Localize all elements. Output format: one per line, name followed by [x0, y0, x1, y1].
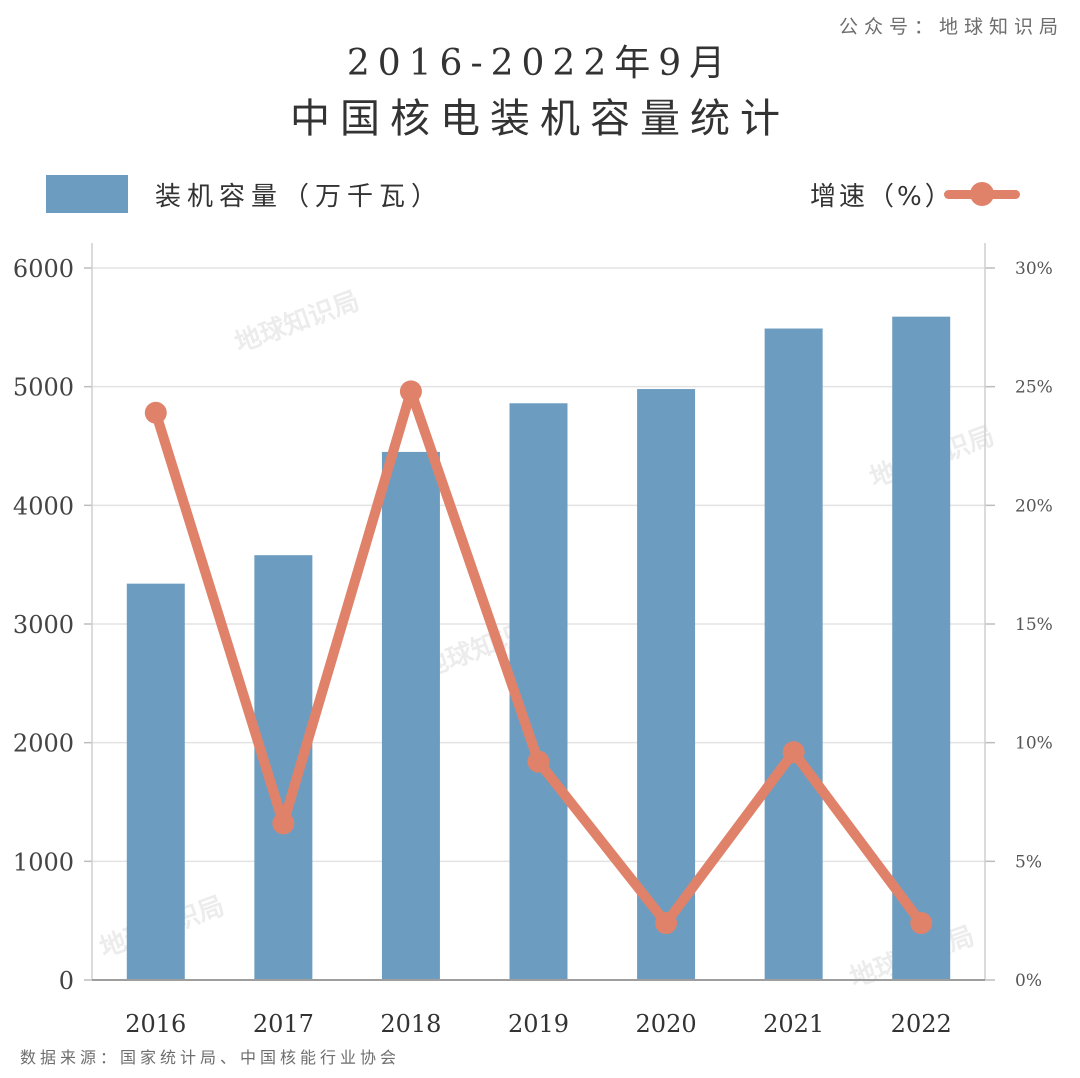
y-right-tick-label: 0% — [1015, 971, 1042, 991]
credit-text: 公众号：地球知识局 — [838, 16, 1064, 38]
growth-point-2019 — [527, 750, 550, 773]
growth-point-2017 — [272, 812, 295, 835]
growth-point-2020 — [655, 912, 678, 935]
bar-2021 — [764, 328, 823, 980]
x-tick-label: 2020 — [636, 1010, 697, 1038]
y-right-tick-label: 25% — [1015, 378, 1053, 398]
legend-swatch-bar — [46, 175, 128, 213]
watermark-text: 地球知识局 — [231, 286, 363, 359]
y-right-tick-label: 30% — [1015, 259, 1053, 279]
y-right-tick-label: 20% — [1015, 496, 1053, 516]
x-tick-label: 2017 — [253, 1010, 314, 1038]
y-right-tick-label: 10% — [1015, 734, 1053, 754]
y-right-tick-label: 5% — [1015, 852, 1042, 872]
legend-label-capacity: 装机容量（万千瓦） — [155, 182, 444, 212]
x-tick-label: 2021 — [763, 1010, 824, 1038]
bar-2018 — [381, 451, 440, 980]
growth-point-2021 — [782, 741, 805, 764]
bar-2016 — [126, 583, 185, 980]
legend-swatch-dot — [970, 182, 994, 206]
chart-title: 2016-2022年9月 — [346, 43, 734, 84]
bar-2020 — [637, 389, 696, 980]
chart-subtitle: 中国核电装机容量统计 — [290, 96, 790, 142]
y-left-tick-label: 6000 — [13, 255, 74, 283]
y-left-tick-label: 1000 — [13, 848, 74, 876]
x-tick-label: 2019 — [508, 1010, 569, 1038]
source-note: 数据来源：国家统计局、中国核能行业协会 — [20, 1048, 401, 1067]
growth-point-2016 — [144, 401, 167, 424]
bar-2022 — [892, 316, 951, 980]
x-tick-label: 2022 — [891, 1010, 952, 1038]
y-left-tick-label: 0 — [59, 967, 74, 995]
y-left-tick-label: 3000 — [13, 611, 74, 639]
x-tick-label: 2016 — [125, 1010, 186, 1038]
growth-point-2022 — [910, 912, 933, 935]
y-left-tick-label: 2000 — [13, 730, 74, 758]
legend-label-growth: 增速（%） — [810, 182, 954, 212]
y-left-tick-label: 5000 — [13, 374, 74, 402]
y-left-tick-label: 4000 — [13, 492, 74, 520]
x-tick-label: 2018 — [380, 1010, 441, 1038]
growth-point-2018 — [399, 380, 422, 403]
y-right-tick-label: 15% — [1015, 615, 1053, 635]
